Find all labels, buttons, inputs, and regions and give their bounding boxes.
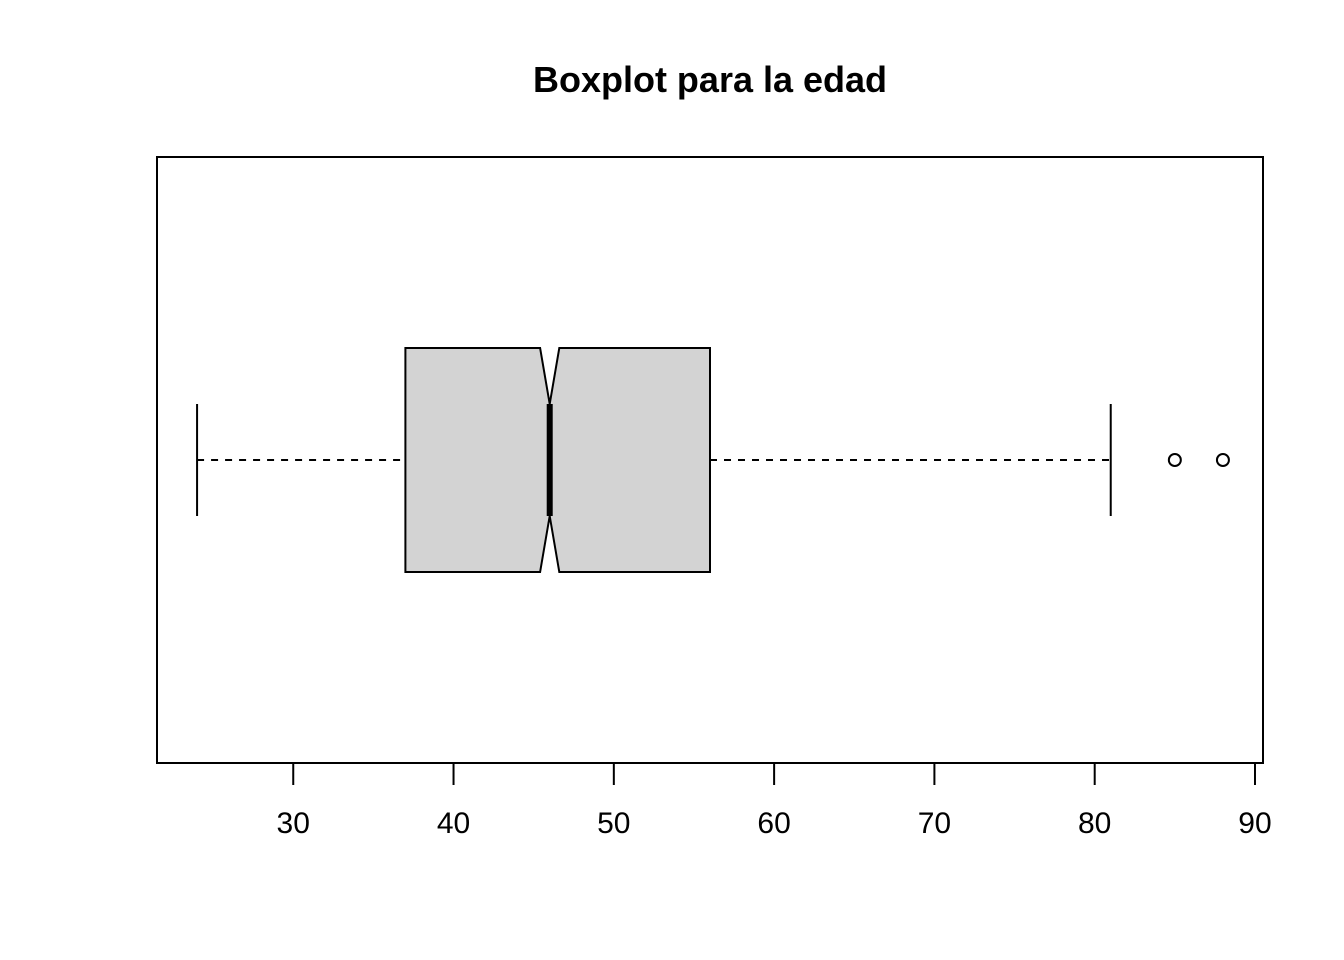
x-tick-label-30: 30 xyxy=(277,807,310,840)
outlier-point-85 xyxy=(1167,453,1182,467)
notched-box xyxy=(404,347,711,573)
box-group xyxy=(196,347,1230,573)
outlier-point-88 xyxy=(1215,453,1230,467)
x-tick-label-70: 70 xyxy=(918,807,951,840)
x-tick-label-90: 90 xyxy=(1238,807,1271,840)
x-tick-label-60: 60 xyxy=(757,807,790,840)
chart-title: Boxplot para la edad xyxy=(533,59,887,100)
x-tick-label-80: 80 xyxy=(1078,807,1111,840)
x-axis: 30 40 50 60 70 80 90 xyxy=(277,762,1272,840)
x-tick-label-50: 50 xyxy=(597,807,630,840)
x-tick-label-40: 40 xyxy=(437,807,470,840)
